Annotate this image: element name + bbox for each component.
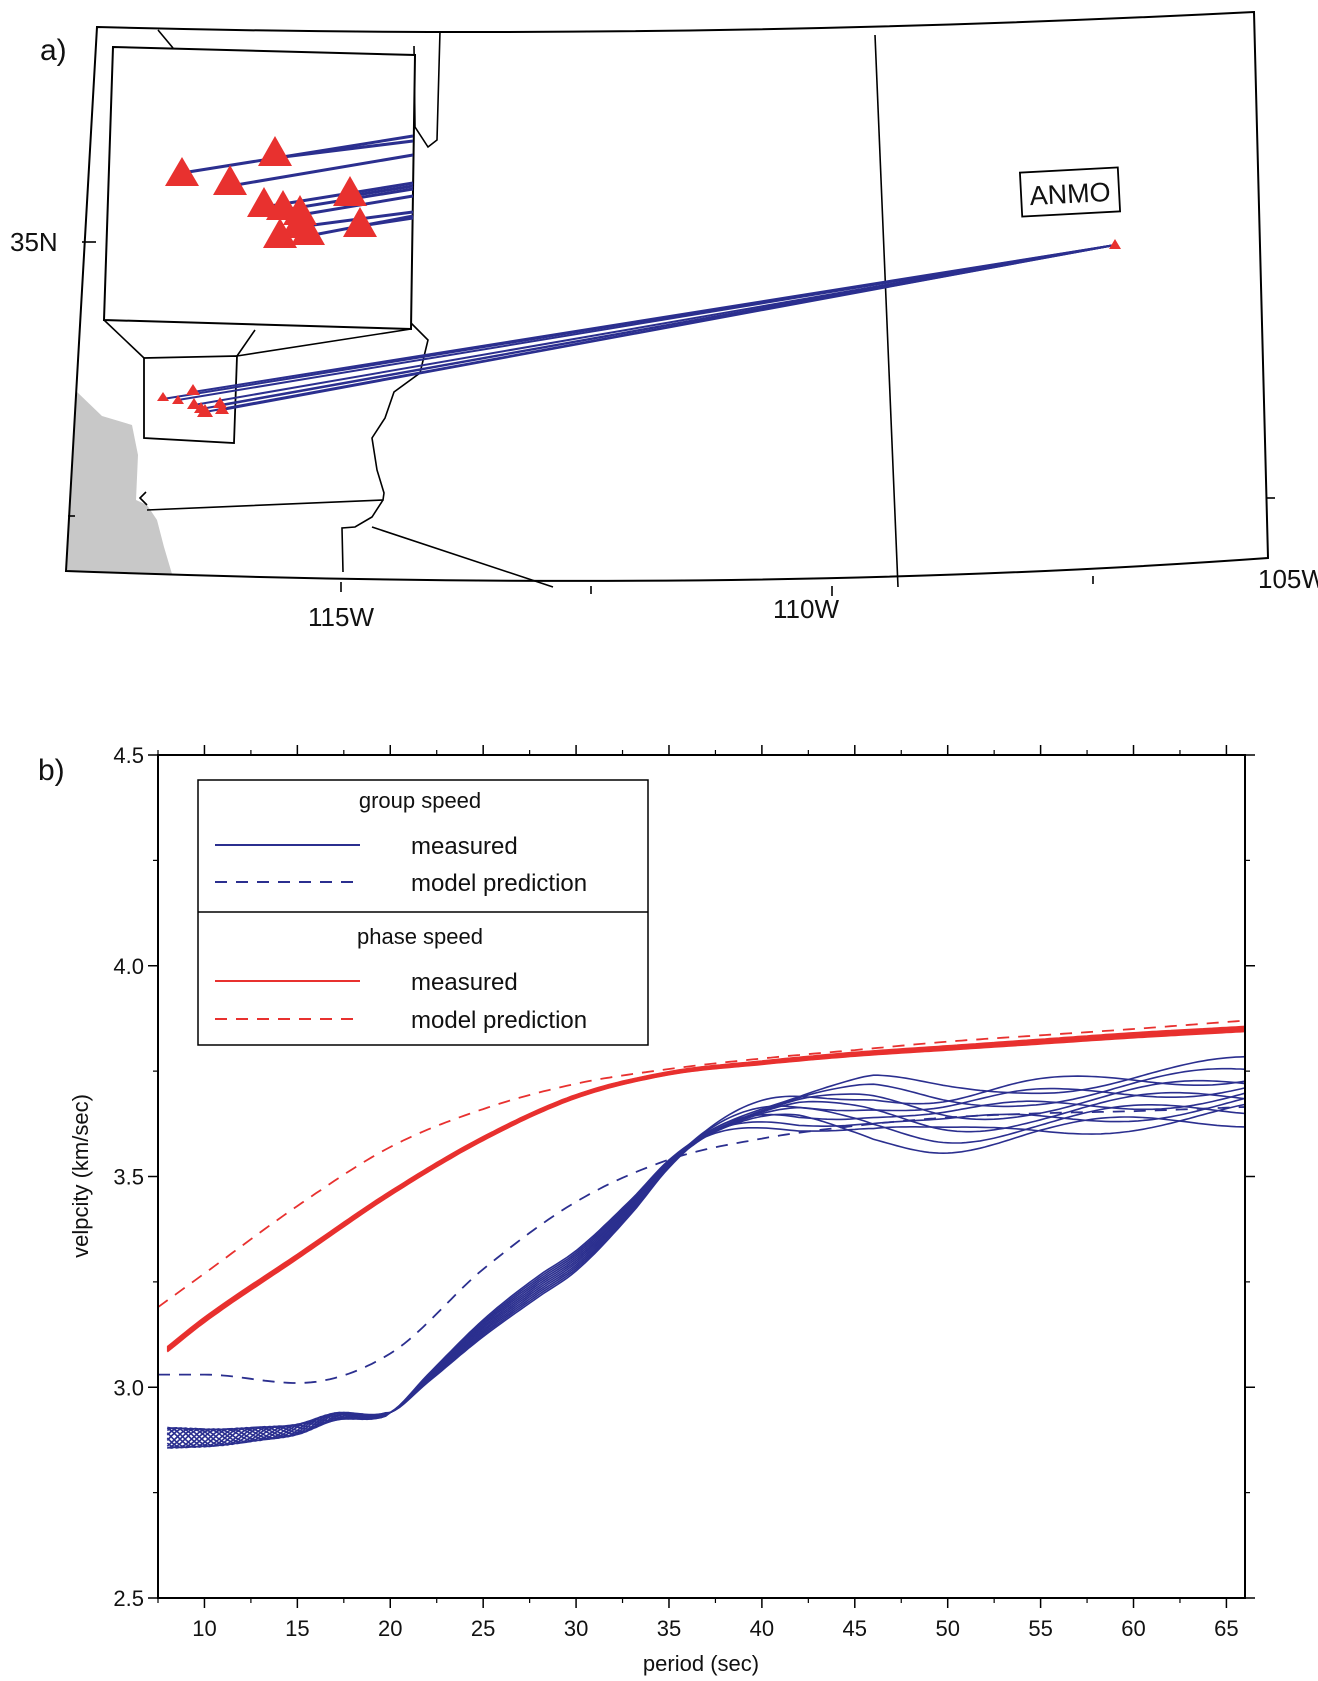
event-markers-small — [157, 384, 229, 417]
inset-map — [102, 45, 417, 331]
series-group-speed-measured-1 — [166, 1113, 1246, 1449]
x-tick-label: 50 — [935, 1616, 959, 1641]
panel-a-label: a) — [40, 34, 67, 67]
legend-phase-measured: measured — [411, 969, 518, 996]
series-group-speed-measured-11 — [166, 1055, 1246, 1448]
map-frame — [64, 10, 1270, 582]
x-tick-label: 40 — [750, 1616, 774, 1641]
series-group-speed-measured-2 — [167, 1103, 1246, 1449]
event-markers-inset — [165, 136, 377, 248]
series-phase-speed-measured-6 — [166, 1028, 1246, 1351]
region-box — [143, 355, 238, 444]
series-phase-speed-measured-3 — [166, 1029, 1246, 1352]
plot-lines — [157, 1019, 1246, 1450]
series-group-speed-measured-3 — [166, 1104, 1246, 1447]
x-tick-label: 35 — [657, 1616, 681, 1641]
y-tick-label: 3.0 — [113, 1375, 144, 1400]
lat-label-35n: 35N — [10, 227, 58, 257]
y-tick-label: 4.5 — [113, 743, 144, 768]
map-panel: a) 35N 115W 110W 105W — [10, 10, 1318, 632]
legend-group-title: group speed — [359, 788, 481, 813]
x-tick-label: 10 — [192, 1616, 216, 1641]
station-marker — [1109, 239, 1121, 249]
series-phase-speed-measured-11 — [166, 1026, 1246, 1348]
series-group-speed-measured-10 — [166, 1075, 1246, 1447]
series-group-speed-measured-5 — [166, 1091, 1246, 1449]
series-group-speed-measured-7 — [166, 1079, 1246, 1448]
legend-group-measured: measured — [411, 833, 518, 860]
y-axis-title: velpcity (km/sec) — [68, 1094, 93, 1258]
station-label-box: ANMO — [1018, 166, 1122, 218]
y-tick-label: 3.5 — [113, 1165, 144, 1190]
y-tick-label: 4.0 — [113, 954, 144, 979]
series-group-speed-measured-6 — [166, 1092, 1246, 1450]
x-tick-label: 20 — [378, 1616, 402, 1641]
chart-panel: b) 10 15 20 25 30 35 40 45 50 55 60 65 2.5 3.0 3.5 4.0… — [38, 743, 1255, 1676]
series-phase-speed-measured-1 — [166, 1030, 1246, 1353]
x-tick-label: 45 — [843, 1616, 867, 1641]
lon-label-105w: 105W — [1258, 564, 1318, 594]
series-phase-speed-model-prediction — [157, 1019, 1246, 1308]
station-label: ANMO — [1029, 177, 1111, 211]
x-axis-title: period (sec) — [643, 1651, 759, 1676]
x-tick-label: 55 — [1028, 1616, 1052, 1641]
y-axis: 2.5 3.0 3.5 4.0 4.5 — [113, 743, 1255, 1611]
panel-b-label: b) — [38, 754, 65, 787]
ray-paths — [162, 244, 1116, 413]
y-tick-label: 2.5 — [113, 1586, 144, 1611]
legend-phase-model: model prediction — [411, 1007, 587, 1034]
x-tick-label: 15 — [285, 1616, 309, 1641]
series-phase-speed-measured-4 — [166, 1029, 1246, 1352]
x-tick-label: 65 — [1214, 1616, 1238, 1641]
series-phase-speed-measured-12 — [166, 1025, 1246, 1348]
legend-phase-title: phase speed — [357, 924, 483, 949]
x-axis: 10 15 20 25 30 35 40 45 50 55 60 65 — [157, 745, 1239, 1641]
legend-group-model: model prediction — [411, 870, 587, 897]
x-tick-label: 30 — [564, 1616, 588, 1641]
series-phase-speed-measured-5 — [166, 1028, 1246, 1351]
series-group-speed-measured-4 — [167, 1097, 1246, 1448]
frame-ticks — [68, 241, 1275, 596]
x-tick-label: 25 — [471, 1616, 495, 1641]
series-group-speed-model-prediction — [158, 1106, 1246, 1384]
legend: group speed measured model prediction ph… — [197, 779, 649, 1046]
inset-connectors — [103, 319, 412, 359]
ocean-area — [66, 391, 172, 574]
series-phase-speed-measured-2 — [166, 1030, 1246, 1353]
x-tick-label: 60 — [1121, 1616, 1145, 1641]
lon-label-115w: 115W — [308, 602, 374, 632]
lon-label-110w: 110W — [773, 594, 839, 624]
series-group-speed-measured-9 — [166, 1067, 1246, 1449]
series-group-speed-measured-8 — [166, 1087, 1246, 1449]
